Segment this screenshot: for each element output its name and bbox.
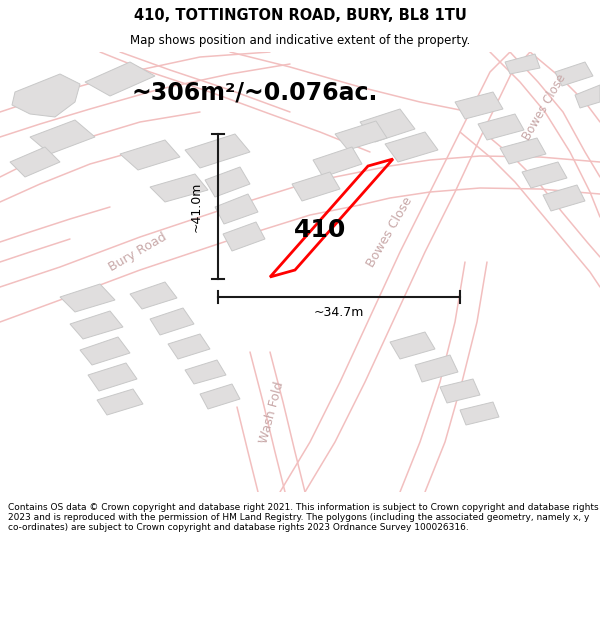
Polygon shape — [30, 120, 95, 154]
Text: Map shows position and indicative extent of the property.: Map shows position and indicative extent… — [130, 34, 470, 47]
Polygon shape — [150, 174, 208, 202]
Text: Wash Fold: Wash Fold — [257, 379, 286, 444]
Polygon shape — [522, 162, 567, 188]
Polygon shape — [500, 138, 546, 164]
Text: ~41.0m: ~41.0m — [190, 181, 203, 232]
Polygon shape — [205, 167, 250, 197]
Polygon shape — [360, 109, 415, 142]
Text: 410: 410 — [294, 218, 346, 242]
Polygon shape — [168, 334, 210, 359]
Polygon shape — [150, 308, 194, 335]
Polygon shape — [185, 134, 250, 168]
Polygon shape — [335, 121, 387, 150]
Polygon shape — [385, 132, 438, 162]
Polygon shape — [85, 62, 155, 96]
Polygon shape — [60, 284, 115, 312]
Polygon shape — [460, 402, 499, 425]
Polygon shape — [97, 389, 143, 415]
Polygon shape — [455, 92, 503, 119]
Polygon shape — [505, 54, 540, 74]
Polygon shape — [543, 185, 585, 211]
Polygon shape — [390, 332, 435, 359]
Polygon shape — [415, 355, 458, 382]
Polygon shape — [575, 85, 600, 108]
Polygon shape — [200, 384, 240, 409]
Text: 410, TOTTINGTON ROAD, BURY, BL8 1TU: 410, TOTTINGTON ROAD, BURY, BL8 1TU — [134, 8, 466, 23]
Polygon shape — [215, 194, 258, 224]
Text: ~306m²/~0.076ac.: ~306m²/~0.076ac. — [132, 80, 378, 104]
Polygon shape — [555, 62, 593, 86]
Polygon shape — [130, 282, 177, 309]
Polygon shape — [440, 379, 480, 403]
Text: Bury Road: Bury Road — [107, 230, 169, 274]
Polygon shape — [478, 114, 524, 140]
Polygon shape — [70, 311, 123, 339]
Polygon shape — [88, 363, 137, 391]
Text: ~34.7m: ~34.7m — [314, 306, 364, 319]
Text: Contains OS data © Crown copyright and database right 2021. This information is : Contains OS data © Crown copyright and d… — [8, 503, 598, 532]
Text: Bowes Close: Bowes Close — [521, 72, 569, 142]
Polygon shape — [223, 222, 265, 251]
Polygon shape — [10, 147, 60, 177]
Text: Bowes Close: Bowes Close — [365, 194, 415, 269]
Polygon shape — [185, 360, 226, 384]
Polygon shape — [292, 172, 340, 201]
Polygon shape — [120, 140, 180, 170]
Polygon shape — [313, 147, 362, 177]
Polygon shape — [80, 337, 130, 365]
Polygon shape — [12, 74, 80, 117]
